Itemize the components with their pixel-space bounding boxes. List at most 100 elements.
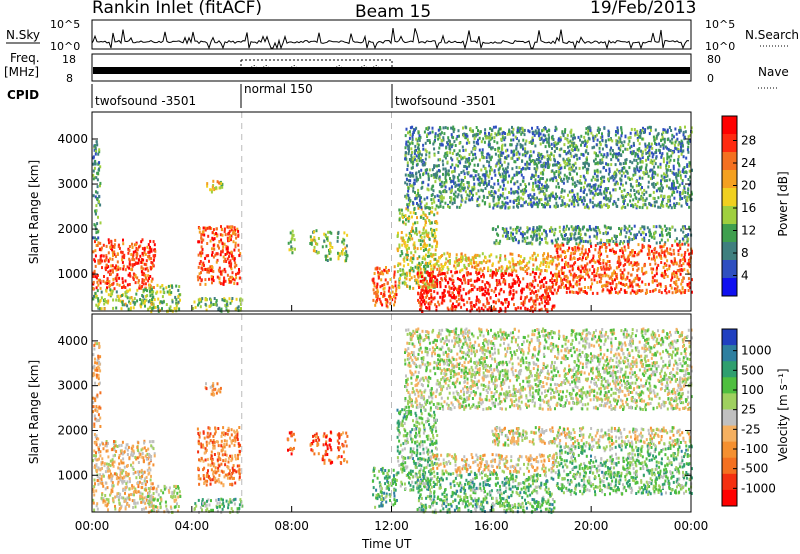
data-cell <box>574 238 577 242</box>
data-cell <box>510 285 513 289</box>
data-cell <box>415 227 418 231</box>
data-cell <box>565 233 567 236</box>
data-cell <box>136 251 139 255</box>
data-cell <box>538 191 541 195</box>
data-cell <box>456 175 459 179</box>
data-cell <box>547 141 550 145</box>
data-cell <box>401 216 404 219</box>
data-cell <box>310 240 313 244</box>
data-cell <box>540 284 543 288</box>
data-cell <box>446 251 449 255</box>
data-cell <box>452 284 455 288</box>
data-cell <box>218 240 221 244</box>
data-cell <box>405 271 408 275</box>
data-cell <box>668 165 670 168</box>
data-cell <box>98 248 101 252</box>
data-cell <box>428 139 431 143</box>
data-cell <box>652 135 655 139</box>
scatter-region <box>92 140 102 241</box>
data-cell <box>674 228 677 232</box>
data-cell <box>411 135 414 139</box>
data-cell <box>495 202 498 206</box>
data-cell <box>374 267 377 271</box>
data-cell <box>396 270 399 274</box>
data-cell <box>661 200 663 204</box>
data-cell <box>208 267 211 271</box>
data-cell <box>456 259 459 263</box>
data-cell <box>669 284 672 287</box>
data-cell <box>518 129 521 133</box>
data-cell <box>653 231 656 235</box>
data-cell <box>551 273 554 277</box>
data-cell <box>107 299 110 303</box>
data-cell <box>99 184 101 188</box>
data-cell <box>579 189 582 193</box>
data-cell <box>615 237 618 241</box>
data-cell <box>554 197 557 201</box>
data-cell <box>117 243 120 247</box>
cpid-segment-2: normal 150 <box>244 82 313 96</box>
data-cell <box>229 280 232 284</box>
data-cell <box>418 265 421 268</box>
data-cell <box>407 131 409 135</box>
data-cell <box>483 202 486 206</box>
data-cell <box>444 275 447 279</box>
data-cell <box>443 183 446 187</box>
data-cell <box>94 152 97 156</box>
data-cell <box>210 277 213 281</box>
data-cell <box>458 185 461 189</box>
data-cell <box>104 266 107 270</box>
data-cell <box>106 277 109 281</box>
data-cell <box>154 249 157 253</box>
data-cell <box>661 189 663 193</box>
data-cell <box>114 277 117 281</box>
data-cell <box>552 304 555 308</box>
data-cell <box>454 260 457 264</box>
data-cell <box>406 250 409 254</box>
data-cell <box>620 128 623 132</box>
data-cell <box>546 292 549 296</box>
data-cell <box>147 279 150 283</box>
data-cell <box>655 250 658 254</box>
data-cell <box>433 263 436 267</box>
data-cell <box>229 259 232 263</box>
data-cell <box>393 273 396 277</box>
data-cell <box>551 285 554 289</box>
data-cell <box>173 307 176 310</box>
data-cell <box>578 287 581 291</box>
data-cell <box>228 238 231 242</box>
data-cell <box>419 202 422 206</box>
data-cell <box>532 141 535 145</box>
data-cell <box>667 231 670 235</box>
data-cell <box>217 181 220 185</box>
data-cell <box>583 135 586 139</box>
scatter-region <box>416 269 556 313</box>
data-cell <box>597 251 600 255</box>
data-cell <box>619 268 622 272</box>
data-cell <box>430 274 433 278</box>
data-cell <box>636 162 639 165</box>
data-cell <box>541 177 544 180</box>
data-cell <box>640 233 643 237</box>
data-cell <box>631 161 634 165</box>
data-cell <box>344 246 347 250</box>
data-cell <box>166 290 169 294</box>
data-cell <box>112 281 115 285</box>
data-cell <box>427 175 430 179</box>
data-cell <box>442 136 445 140</box>
data-cell <box>665 166 668 170</box>
data-cell <box>408 216 411 220</box>
data-cell <box>673 287 676 291</box>
data-cell <box>617 256 620 260</box>
data-cell <box>650 151 653 155</box>
data-cell <box>645 151 648 155</box>
data-cell <box>624 262 627 266</box>
data-cell <box>638 142 641 146</box>
data-cell <box>221 250 224 254</box>
data-cell <box>607 187 610 190</box>
data-cell <box>639 183 642 186</box>
data-cell <box>419 279 422 283</box>
data-cell <box>620 182 623 186</box>
data-cell <box>465 292 468 296</box>
data-cell <box>581 247 584 251</box>
